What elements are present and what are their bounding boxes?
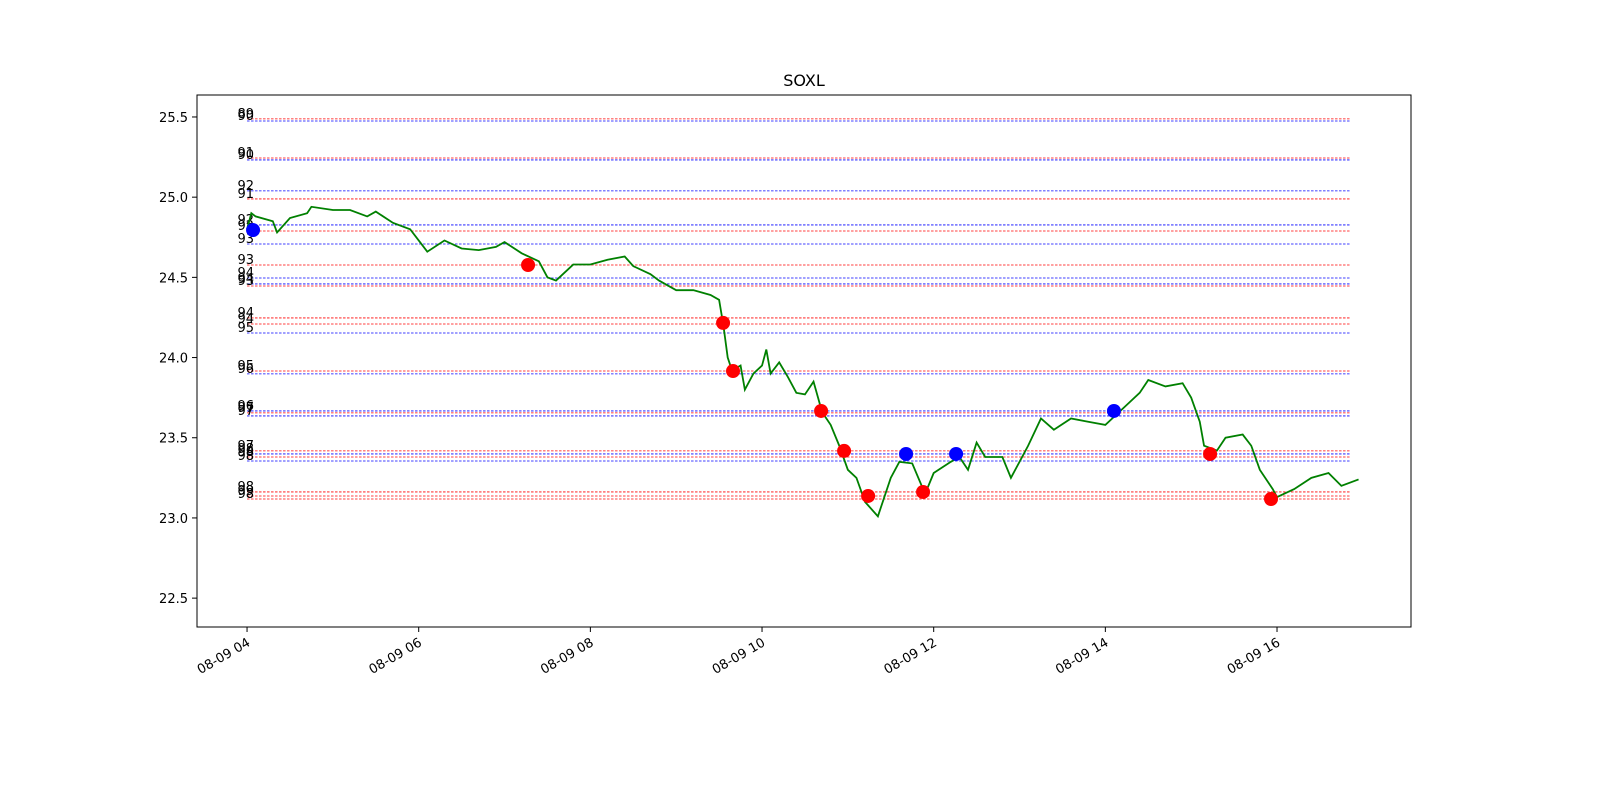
level-label: 95	[237, 359, 254, 374]
level-label: 94	[237, 306, 254, 321]
level-label: 97	[237, 439, 254, 454]
level-label: 91	[237, 146, 254, 161]
level-label: 98	[237, 442, 254, 457]
signal-marker	[861, 488, 876, 503]
signal-marker	[246, 223, 261, 238]
signal-marker	[814, 403, 829, 418]
level-label: 94	[237, 266, 254, 281]
signal-marker	[837, 443, 852, 458]
y-tick-label: 24.5	[159, 271, 188, 286]
level-label: 92	[237, 179, 254, 194]
y-tick-label: 22.5	[159, 592, 188, 607]
level-label: 90	[237, 109, 254, 124]
level-label: 98	[237, 449, 254, 464]
signal-marker	[1203, 446, 1218, 461]
plot-frame	[196, 94, 1412, 628]
signal-marker	[916, 484, 931, 499]
level-label: 98	[237, 487, 254, 502]
signal-marker	[1106, 403, 1121, 418]
level-label: 94	[237, 312, 254, 327]
signal-marker	[949, 446, 964, 461]
signal-marker	[1264, 492, 1279, 507]
level-label: 96	[237, 362, 254, 377]
level-label: 90	[237, 148, 254, 163]
y-tick-label: 25.0	[159, 191, 188, 206]
signal-marker	[716, 315, 731, 330]
level-label: 95	[237, 321, 254, 336]
level-label: 89	[237, 107, 254, 122]
level-label: 97	[237, 404, 254, 419]
y-tick-label: 23.0	[159, 512, 188, 527]
level-label: 94	[237, 272, 254, 287]
level-label: 96	[237, 399, 254, 414]
y-tick-label: 25.5	[159, 111, 188, 126]
y-tick-label: 23.5	[159, 432, 188, 447]
signal-marker	[899, 446, 914, 461]
level-label: 99	[237, 484, 254, 499]
level-label: 93	[237, 253, 254, 268]
price-line	[246, 205, 1359, 519]
level-label: 91	[237, 187, 254, 202]
signal-marker	[521, 258, 536, 273]
level-label: 97	[237, 401, 254, 416]
level-label: 98	[237, 480, 254, 495]
signal-marker	[726, 364, 741, 379]
chart-title: SOXL	[783, 71, 825, 90]
level-label: 93	[237, 274, 254, 289]
y-tick-label: 24.0	[159, 352, 188, 367]
level-label: 98	[237, 445, 254, 460]
